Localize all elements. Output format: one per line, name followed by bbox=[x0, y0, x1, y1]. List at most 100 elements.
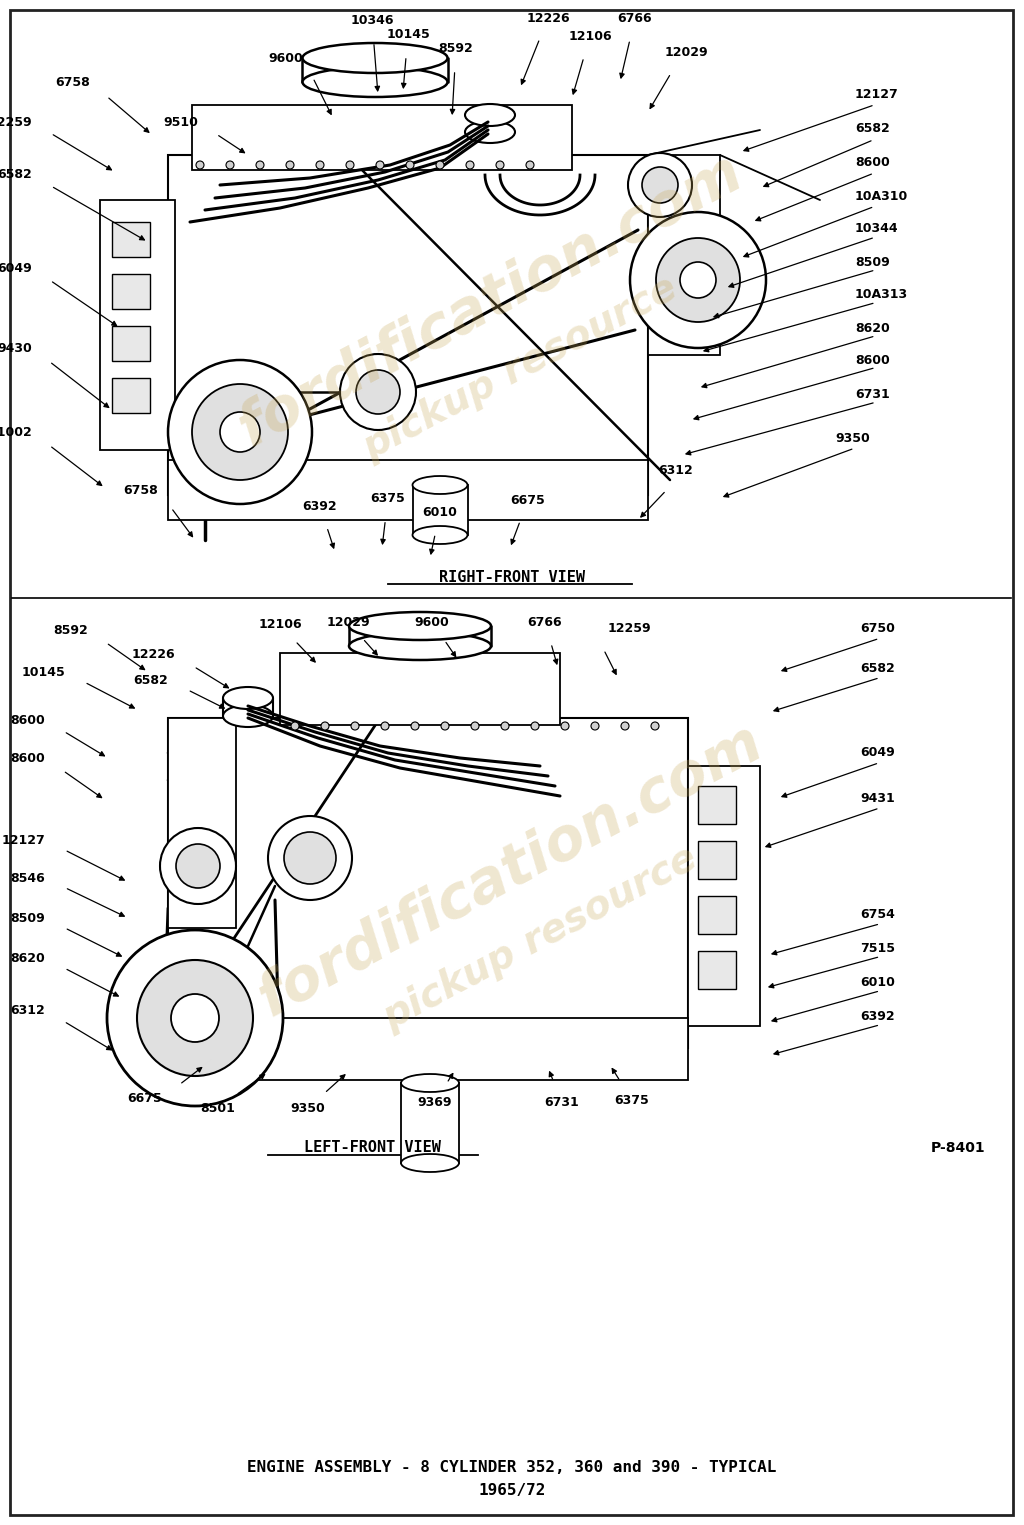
Text: 6675: 6675 bbox=[127, 1092, 162, 1104]
Circle shape bbox=[501, 721, 509, 730]
Text: 9600: 9600 bbox=[268, 52, 303, 64]
Circle shape bbox=[376, 162, 384, 169]
Circle shape bbox=[656, 238, 740, 322]
Circle shape bbox=[220, 412, 260, 451]
Circle shape bbox=[286, 162, 294, 169]
Text: RIGHT-FRONT VIEW: RIGHT-FRONT VIEW bbox=[439, 569, 585, 584]
Text: 6375: 6375 bbox=[614, 1093, 649, 1107]
Text: 10344: 10344 bbox=[855, 221, 899, 235]
Circle shape bbox=[651, 721, 659, 730]
Bar bbox=[90, 613, 790, 1144]
Bar bbox=[168, 718, 236, 929]
Text: 12106: 12106 bbox=[568, 29, 611, 43]
Text: 9430: 9430 bbox=[0, 342, 32, 354]
Text: 10A310: 10A310 bbox=[855, 189, 908, 203]
Circle shape bbox=[436, 162, 444, 169]
Circle shape bbox=[441, 721, 449, 730]
Ellipse shape bbox=[223, 705, 273, 727]
Bar bbox=[401, 1083, 459, 1164]
Circle shape bbox=[291, 721, 299, 730]
Text: 6582: 6582 bbox=[0, 168, 32, 181]
Text: 8509: 8509 bbox=[855, 256, 890, 268]
Text: 12127: 12127 bbox=[855, 88, 899, 102]
Text: 12259: 12259 bbox=[608, 622, 651, 634]
Text: 9350: 9350 bbox=[835, 432, 869, 444]
Text: 6010: 6010 bbox=[860, 976, 895, 988]
Circle shape bbox=[351, 721, 359, 730]
Text: 6049: 6049 bbox=[860, 746, 895, 758]
Circle shape bbox=[466, 162, 474, 169]
Text: 6375: 6375 bbox=[371, 491, 406, 505]
Circle shape bbox=[106, 930, 283, 1106]
Circle shape bbox=[284, 833, 336, 884]
Circle shape bbox=[176, 843, 220, 888]
Ellipse shape bbox=[349, 612, 490, 640]
Circle shape bbox=[381, 721, 389, 730]
Circle shape bbox=[316, 162, 324, 169]
Text: 6312: 6312 bbox=[658, 464, 693, 476]
Text: pickup resource: pickup resource bbox=[376, 839, 703, 1037]
Text: 8620: 8620 bbox=[855, 322, 890, 334]
Text: 8509: 8509 bbox=[10, 912, 45, 924]
Circle shape bbox=[628, 152, 692, 217]
Circle shape bbox=[226, 162, 234, 169]
Text: 6312: 6312 bbox=[10, 1003, 45, 1017]
Text: 6582: 6582 bbox=[860, 662, 895, 674]
Circle shape bbox=[411, 721, 419, 730]
Text: 12226: 12226 bbox=[131, 648, 175, 662]
Text: 8600: 8600 bbox=[855, 354, 890, 366]
Circle shape bbox=[471, 721, 479, 730]
Text: 6392: 6392 bbox=[303, 500, 337, 512]
Text: 1965/72: 1965/72 bbox=[478, 1482, 546, 1498]
Text: 8546: 8546 bbox=[10, 871, 45, 884]
Ellipse shape bbox=[401, 1154, 459, 1173]
Circle shape bbox=[168, 360, 312, 503]
Text: 7515: 7515 bbox=[860, 941, 895, 955]
Text: 12259: 12259 bbox=[0, 116, 32, 128]
Text: 8620: 8620 bbox=[10, 952, 45, 964]
Text: 8600: 8600 bbox=[10, 714, 45, 726]
Text: pickup resource: pickup resource bbox=[356, 268, 684, 467]
Circle shape bbox=[630, 212, 766, 348]
Text: 6582: 6582 bbox=[855, 122, 890, 134]
Circle shape bbox=[526, 162, 534, 169]
Bar bbox=[100, 200, 175, 450]
Bar bbox=[688, 766, 760, 1026]
Bar bbox=[112, 223, 150, 258]
Text: 10A313: 10A313 bbox=[855, 288, 908, 302]
Text: 6675: 6675 bbox=[511, 494, 546, 506]
Text: 6758: 6758 bbox=[55, 76, 90, 88]
Ellipse shape bbox=[413, 476, 468, 494]
Bar bbox=[698, 785, 736, 824]
Circle shape bbox=[356, 371, 400, 413]
Bar bbox=[698, 840, 736, 878]
Bar bbox=[648, 156, 720, 355]
Bar bbox=[280, 653, 560, 724]
Text: 10145: 10145 bbox=[22, 665, 65, 679]
Bar bbox=[168, 718, 688, 1048]
Circle shape bbox=[531, 721, 539, 730]
Ellipse shape bbox=[401, 1074, 459, 1092]
Circle shape bbox=[680, 262, 716, 297]
Text: fordification.com: fordification.com bbox=[248, 712, 772, 1028]
Text: 6582: 6582 bbox=[133, 674, 168, 686]
Ellipse shape bbox=[223, 686, 273, 709]
Circle shape bbox=[406, 162, 414, 169]
Text: 9510: 9510 bbox=[163, 116, 198, 128]
Text: 6049: 6049 bbox=[0, 261, 32, 274]
Circle shape bbox=[642, 168, 678, 203]
Text: P-8401: P-8401 bbox=[931, 1141, 985, 1154]
Circle shape bbox=[346, 162, 354, 169]
Text: 6758: 6758 bbox=[123, 483, 158, 497]
Circle shape bbox=[193, 384, 288, 480]
Text: 9369: 9369 bbox=[418, 1095, 453, 1109]
Text: 12029: 12029 bbox=[327, 616, 370, 628]
Circle shape bbox=[340, 354, 416, 430]
Text: 10346: 10346 bbox=[350, 14, 394, 26]
Circle shape bbox=[196, 162, 204, 169]
Ellipse shape bbox=[413, 526, 468, 544]
Bar bbox=[112, 326, 150, 361]
Bar bbox=[112, 378, 150, 413]
Circle shape bbox=[160, 828, 236, 904]
Text: 9600: 9600 bbox=[415, 616, 450, 628]
